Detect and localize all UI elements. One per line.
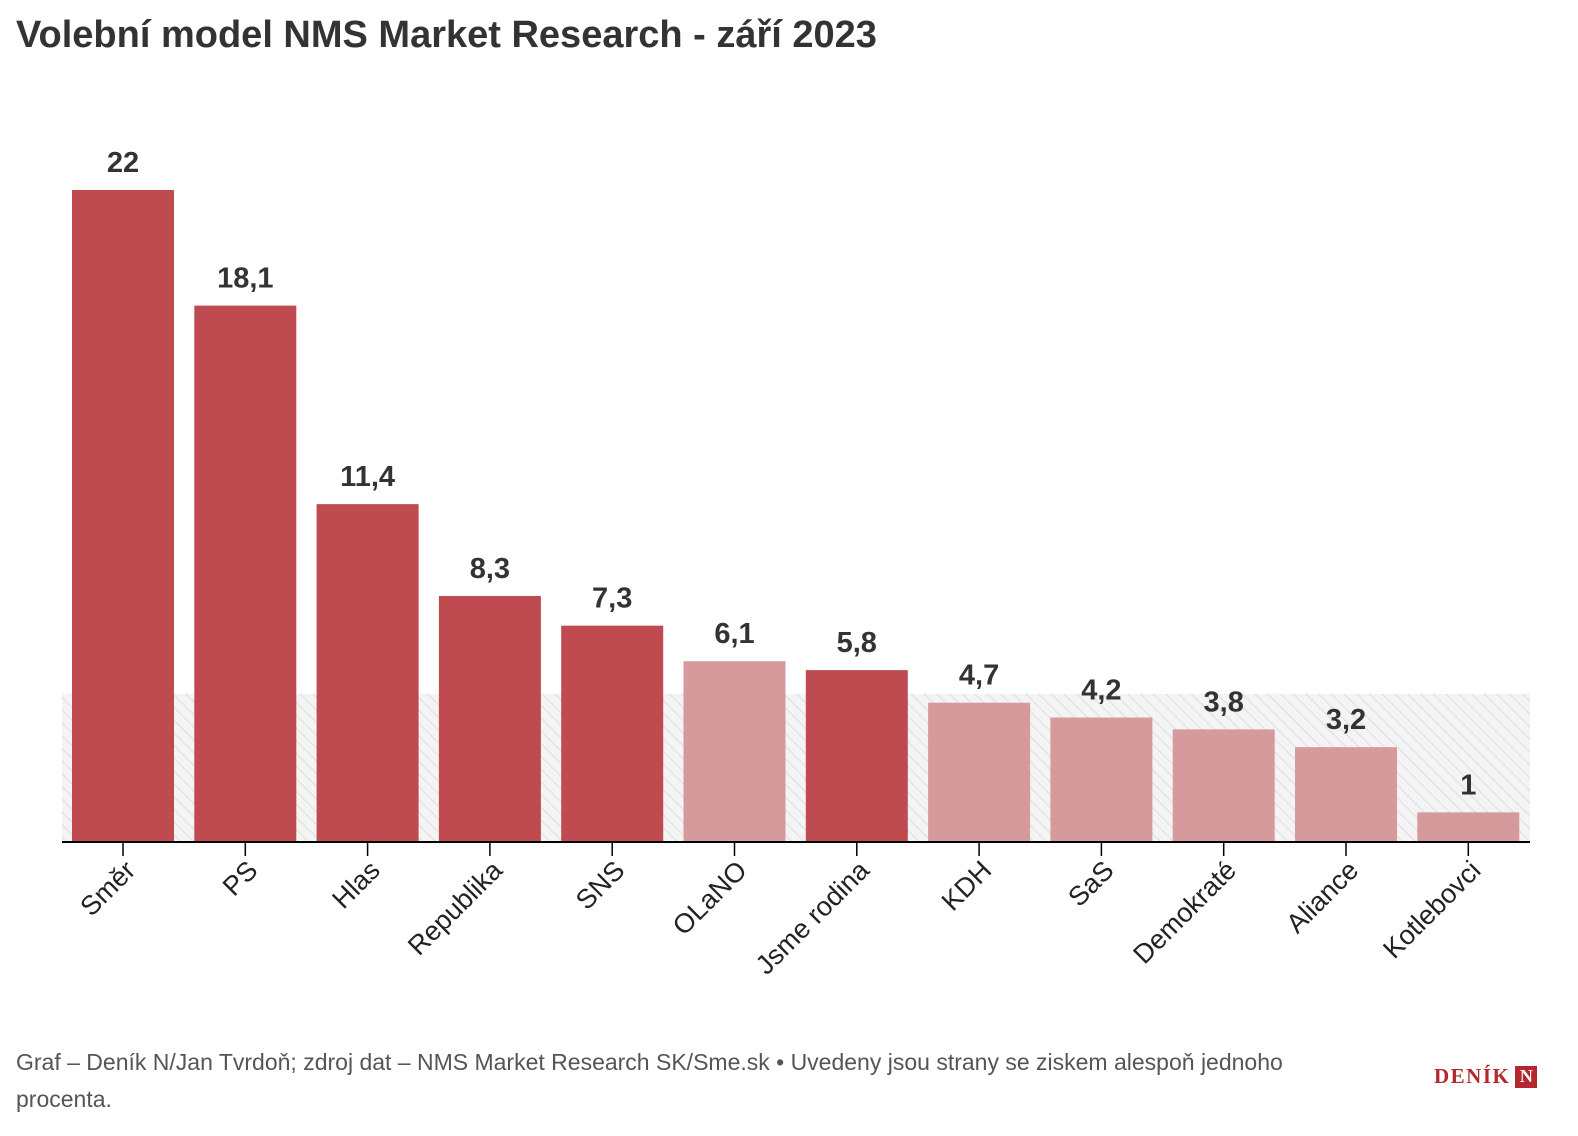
value-label: 4,2 <box>1081 675 1121 707</box>
value-label: 8,3 <box>470 553 510 585</box>
category-label: PS <box>217 855 264 902</box>
bar-olano <box>683 661 786 842</box>
value-label: 5,8 <box>837 627 877 659</box>
logo-text: DENÍK <box>1434 1064 1511 1088</box>
value-label: 1 <box>1460 769 1476 801</box>
bar-hlas <box>316 504 419 842</box>
bar-směr <box>72 190 174 842</box>
category-label: Aliance <box>1280 855 1364 939</box>
category-label: Republika <box>402 854 509 961</box>
value-label: 6,1 <box>714 618 754 650</box>
bar-sns <box>561 625 664 842</box>
category-label: SaS <box>1062 855 1119 912</box>
value-label: 18,1 <box>217 263 273 295</box>
value-label: 3,8 <box>1204 686 1244 718</box>
category-label: Hlas <box>326 855 385 914</box>
threshold-band <box>62 693 1530 842</box>
bar-kdh <box>928 702 1031 842</box>
bar-republika <box>438 596 541 842</box>
category-label: Jsme rodina <box>750 854 876 980</box>
bar-aliance <box>1295 747 1397 842</box>
value-label: 7,3 <box>592 583 632 615</box>
bar-demokraté <box>1172 729 1275 842</box>
value-label: 3,2 <box>1326 704 1366 736</box>
category-label: OLaNO <box>667 855 753 941</box>
logo-mark: N <box>1515 1065 1538 1088</box>
category-label: Kotlebovci <box>1377 855 1486 964</box>
denik-n-logo: DENÍK N <box>1434 1064 1538 1089</box>
bar-chart: 22 18,1 11,4 8,3 7,3 6,1 5,8 4,7 4,2 3,8 3,2 1 Směr… <box>62 147 1530 980</box>
category-label: Směr <box>74 855 141 922</box>
chart-title: Volební model NMS Market Research - září… <box>16 14 877 56</box>
source-note: Graf – Deník N/Jan Tvrdoň; zdroj dat – N… <box>16 1049 1283 1112</box>
category-label: Demokraté <box>1127 855 1242 970</box>
category-label: KDH <box>936 855 998 917</box>
value-label: 22 <box>107 147 139 179</box>
value-label: 4,7 <box>959 660 999 692</box>
value-label: 11,4 <box>340 461 395 493</box>
bar-kotlebovci <box>1417 812 1520 842</box>
bar-ps <box>194 305 297 843</box>
bar-sas <box>1050 717 1153 842</box>
category-label: SNS <box>570 855 630 915</box>
bar-jsme-rodina <box>805 670 908 842</box>
